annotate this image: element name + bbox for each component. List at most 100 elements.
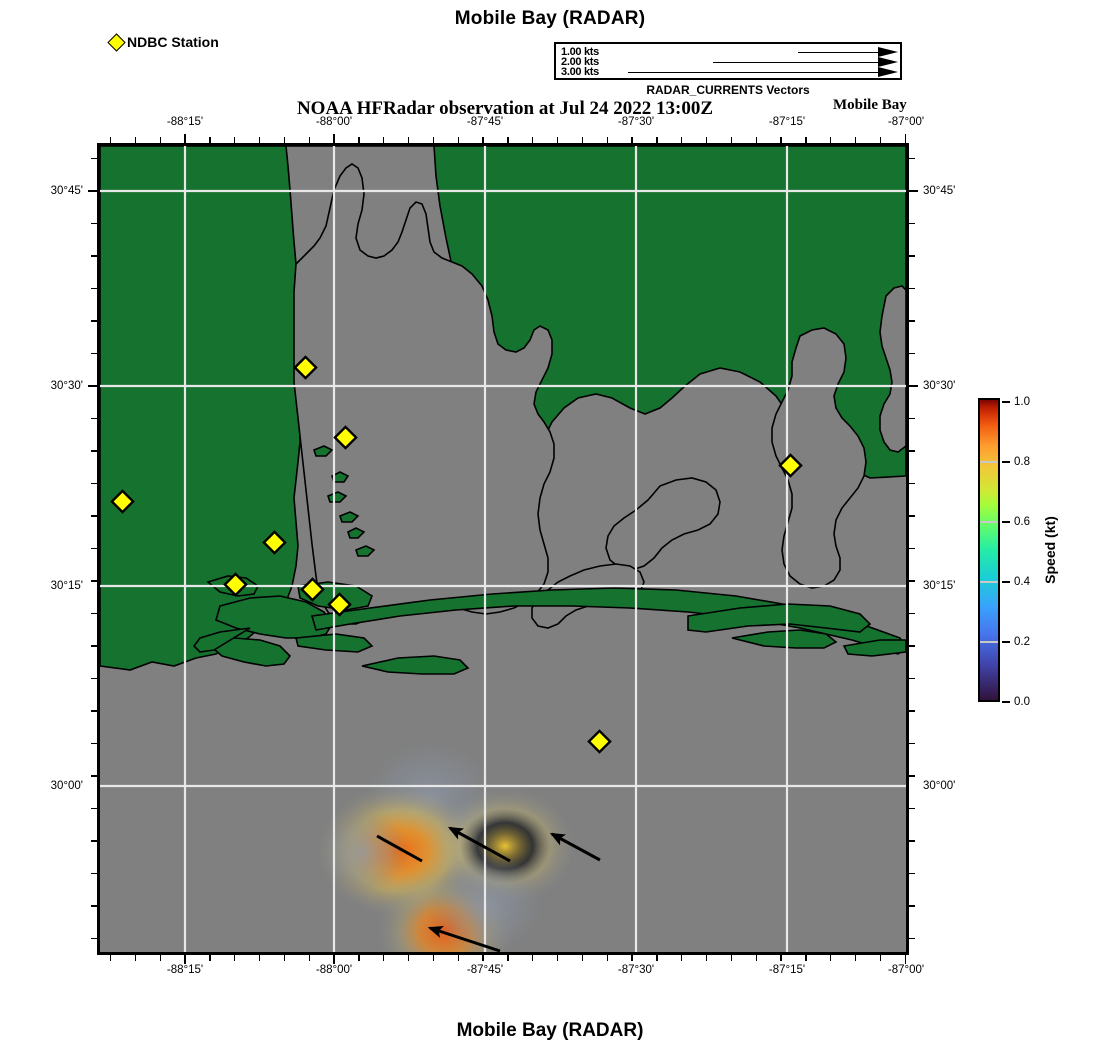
ndbc-station-marker bbox=[587, 729, 612, 754]
axis-tick bbox=[909, 775, 915, 777]
lon-tick-label: -88°00' bbox=[315, 964, 353, 976]
axis-tick bbox=[879, 137, 882, 143]
vector-key-label: 3.00 kts bbox=[561, 66, 599, 78]
axis-tick bbox=[532, 955, 534, 961]
colorbar-tick-label: 1.0 bbox=[1014, 396, 1030, 408]
axis-tick bbox=[909, 255, 915, 257]
ndbc-station-markers[interactable] bbox=[110, 355, 803, 754]
colorbar-tick-label: 0.0 bbox=[1014, 696, 1030, 708]
axis-tick bbox=[91, 742, 97, 745]
vector-key-row: 3.00 kts bbox=[556, 66, 900, 78]
axis-tick bbox=[631, 137, 633, 143]
axis-tick bbox=[91, 710, 97, 712]
axis-tick bbox=[730, 137, 733, 143]
bottom-title: Mobile Bay (RADAR) bbox=[456, 1020, 644, 1041]
axis-tick bbox=[333, 134, 335, 143]
axis-tick bbox=[91, 287, 97, 290]
axis-tick bbox=[308, 137, 310, 143]
lat-tick-label: 30°00' bbox=[50, 780, 83, 792]
region-label: Mobile Bay bbox=[833, 97, 907, 113]
axis-tick bbox=[556, 137, 559, 143]
lon-tick-label: -87°00' bbox=[887, 964, 925, 976]
lon-tick-label: -87°45' bbox=[466, 964, 504, 976]
axis-tick bbox=[909, 710, 915, 712]
colorbar-title: Speed (kt) bbox=[1042, 516, 1058, 584]
lon-tick-label: -88°00' bbox=[315, 116, 353, 128]
colorbar-tickmark bbox=[1002, 581, 1010, 583]
axis-tick bbox=[507, 137, 509, 143]
map-canvas[interactable] bbox=[97, 143, 909, 955]
lon-tick-label: -87°30' bbox=[617, 964, 655, 976]
axis-tick bbox=[457, 137, 459, 143]
vector-arrowhead-icon bbox=[878, 47, 898, 57]
axis-tick bbox=[909, 482, 915, 485]
axis-tick bbox=[109, 955, 112, 961]
ndbc-station-diamond-icon bbox=[107, 32, 126, 52]
colorbar-gradient: 1.0 0.8 0.6 0.4 0.2 0.0 bbox=[978, 396, 1030, 708]
colorbar-tickmark bbox=[1002, 461, 1010, 463]
axis-tick bbox=[91, 515, 97, 517]
page-title: Mobile Bay (RADAR) bbox=[454, 8, 646, 29]
axis-tick bbox=[283, 955, 286, 961]
axis-tick bbox=[258, 137, 261, 143]
lon-tick-label: -88°15' bbox=[166, 116, 204, 128]
colorbar-innerline bbox=[980, 521, 998, 523]
axis-tick bbox=[91, 840, 97, 842]
axis-tick bbox=[909, 742, 915, 745]
lat-tick-label: 30°15' bbox=[50, 580, 83, 592]
axis-tick bbox=[184, 955, 186, 964]
lat-tick-label: 30°15' bbox=[923, 580, 956, 592]
axis-tick bbox=[159, 955, 161, 961]
axis-tick bbox=[184, 134, 186, 143]
axis-tick bbox=[556, 955, 559, 961]
lat-tick-label: 30°30' bbox=[50, 380, 83, 392]
lat-tick-label: 30°00' bbox=[923, 780, 956, 792]
vector-key-row: 2.00 kts bbox=[556, 56, 900, 68]
axis-tick bbox=[909, 872, 915, 875]
axis-tick bbox=[909, 547, 915, 550]
eastern-bays-water bbox=[531, 285, 906, 629]
lon-tick-label: -87°30' bbox=[617, 116, 655, 128]
axis-tick bbox=[904, 134, 906, 143]
axis-tick bbox=[909, 385, 918, 387]
map-graphics bbox=[100, 146, 906, 952]
colorbar-tick-label: 0.8 bbox=[1014, 456, 1030, 468]
axis-tick bbox=[780, 955, 782, 961]
axis-tick bbox=[581, 137, 584, 143]
colorbar-tickmark bbox=[1002, 521, 1010, 523]
axis-tick bbox=[909, 320, 915, 322]
vector-shaft bbox=[628, 72, 878, 73]
ndbc-legend-label: NDBC Station bbox=[127, 34, 219, 50]
current-vector bbox=[376, 834, 423, 863]
colorbar-tick-label: 0.2 bbox=[1014, 636, 1030, 648]
lon-tick-label: -88°15' bbox=[166, 964, 204, 976]
axis-tick bbox=[656, 137, 658, 143]
axis-tick bbox=[909, 677, 915, 680]
axis-tick bbox=[134, 137, 137, 143]
speed-field-blobs bbox=[316, 736, 575, 952]
axis-tick bbox=[91, 320, 97, 322]
ndbc-station-marker bbox=[300, 577, 325, 602]
axis-tick bbox=[755, 955, 757, 961]
current-vector bbox=[447, 826, 511, 863]
axis-tick bbox=[909, 190, 918, 192]
ndbc-station-marker bbox=[223, 572, 248, 597]
axis-tick bbox=[606, 137, 608, 143]
vector-arrowhead-icon bbox=[878, 57, 898, 67]
lon-tick-label: -87°15' bbox=[768, 964, 806, 976]
vector-key-label: 2.00 kts bbox=[561, 56, 599, 68]
axis-tick bbox=[91, 677, 97, 680]
colorbar-tick-label: 0.4 bbox=[1014, 576, 1030, 588]
current-vector bbox=[549, 832, 601, 862]
axis-tick bbox=[909, 905, 915, 907]
axis-tick bbox=[909, 515, 915, 517]
vector-shaft bbox=[798, 52, 878, 53]
axis-tick bbox=[909, 840, 915, 842]
axis-tick bbox=[308, 955, 310, 961]
axis-tick bbox=[91, 450, 97, 452]
axis-tick bbox=[705, 137, 708, 143]
ndbc-station-marker bbox=[333, 425, 358, 450]
axis-tick bbox=[407, 955, 410, 961]
speed-colorbar: 1.0 0.8 0.6 0.4 0.2 0.0 bbox=[978, 396, 1030, 708]
axis-tick bbox=[283, 137, 286, 143]
